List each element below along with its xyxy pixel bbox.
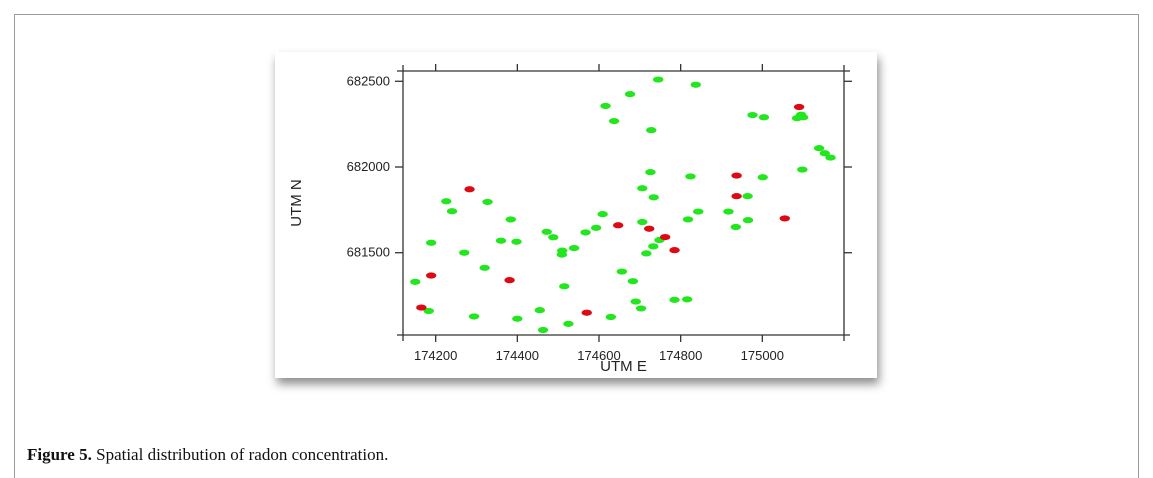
- data-point-green: [423, 307, 434, 315]
- data-point-green: [819, 150, 831, 157]
- data-point-green: [637, 185, 648, 192]
- data-point-red: [669, 247, 680, 254]
- y-tick-label: 682500: [347, 73, 390, 88]
- data-point-green: [541, 228, 552, 235]
- data-point-green: [512, 315, 523, 322]
- data-point-green: [630, 298, 641, 305]
- x-tick-label: 174400: [496, 348, 539, 363]
- data-point-green: [646, 127, 657, 134]
- page-frame-left: [14, 14, 15, 478]
- data-point-red: [425, 272, 437, 279]
- data-point-green: [624, 91, 636, 98]
- data-point-red: [644, 225, 655, 232]
- data-point-green: [468, 313, 480, 320]
- data-point-green: [537, 326, 549, 334]
- data-point-red: [779, 215, 790, 222]
- data-point-red: [581, 309, 592, 316]
- data-point-green: [635, 305, 647, 312]
- data-point-green: [410, 278, 421, 285]
- data-point-green: [645, 169, 656, 176]
- data-point-green: [534, 307, 545, 314]
- data-point-green: [479, 264, 490, 271]
- data-point-green: [825, 154, 836, 161]
- data-point-red: [731, 172, 742, 179]
- data-point-green: [597, 211, 608, 218]
- data-point-green: [557, 247, 568, 254]
- y-tick-label: 682000: [347, 159, 390, 174]
- data-point-green: [637, 218, 648, 226]
- data-point-green: [813, 145, 825, 152]
- data-point-green: [605, 313, 617, 321]
- data-point-green: [742, 193, 753, 200]
- data-point-green: [563, 320, 574, 327]
- data-point-green: [511, 238, 522, 245]
- page-frame-top: [14, 14, 1139, 15]
- x-tick-label: 174200: [414, 348, 457, 363]
- data-point-green: [641, 250, 652, 257]
- data-point-green: [648, 243, 659, 250]
- figure-caption: Figure 5. Spatial distribution of radon …: [27, 445, 388, 465]
- data-point-red: [504, 277, 515, 284]
- y-axis-title: UTM N: [288, 179, 305, 227]
- data-point-green: [608, 117, 620, 125]
- data-point-red: [731, 193, 742, 200]
- data-point-green: [495, 237, 507, 244]
- data-point-green: [757, 174, 768, 181]
- data-point-green: [682, 216, 694, 223]
- data-point-green: [548, 234, 559, 241]
- data-point-red: [464, 186, 475, 193]
- data-point-green: [568, 244, 580, 252]
- data-point-green: [742, 217, 754, 224]
- data-point-green: [758, 114, 770, 121]
- figure-caption-label: Figure 5.: [27, 445, 92, 464]
- page-frame-right: [1138, 14, 1139, 478]
- data-point-green: [616, 268, 628, 275]
- chart-figure: 174200 174400 174600 174800 175000 681500 6820…: [275, 52, 877, 378]
- data-point-green: [730, 223, 741, 231]
- data-point-green: [627, 278, 639, 285]
- data-point-green: [590, 224, 602, 231]
- x-tick-label: 174600: [577, 348, 620, 363]
- x-axis-title: UTM E: [600, 358, 647, 375]
- data-point-green: [797, 166, 808, 173]
- data-point-red: [659, 234, 671, 241]
- data-point-green: [505, 216, 516, 223]
- data-point-green: [653, 76, 664, 83]
- data-point-green: [580, 229, 591, 236]
- data-point-green: [441, 198, 452, 205]
- data-point-green: [685, 173, 696, 180]
- data-point-green: [747, 111, 758, 119]
- data-point-red: [793, 103, 805, 111]
- data-point-red: [416, 304, 427, 311]
- data-point-green: [693, 208, 704, 215]
- data-point-green: [559, 283, 570, 290]
- data-point-red: [612, 222, 624, 229]
- data-point-green: [690, 81, 701, 88]
- data-point-green: [446, 208, 458, 215]
- data-point-green: [459, 249, 470, 256]
- x-tick-label: 175000: [741, 348, 784, 363]
- data-point-green: [425, 239, 437, 246]
- data-point-green: [682, 296, 693, 303]
- figure-caption-text: Spatial distribution of radon concentrat…: [91, 445, 389, 464]
- y-tick-label: 681500: [347, 245, 390, 260]
- scatter-plot: 174200 174400 174600 174800 175000 681500 6820…: [288, 64, 852, 375]
- data-point-green: [482, 198, 493, 206]
- data-point-green: [648, 194, 659, 201]
- data-point-green: [797, 114, 809, 121]
- x-tick-label: 174800: [659, 348, 702, 363]
- data-point-green: [669, 296, 680, 303]
- data-point-green: [600, 102, 611, 110]
- data-point-green: [723, 208, 734, 215]
